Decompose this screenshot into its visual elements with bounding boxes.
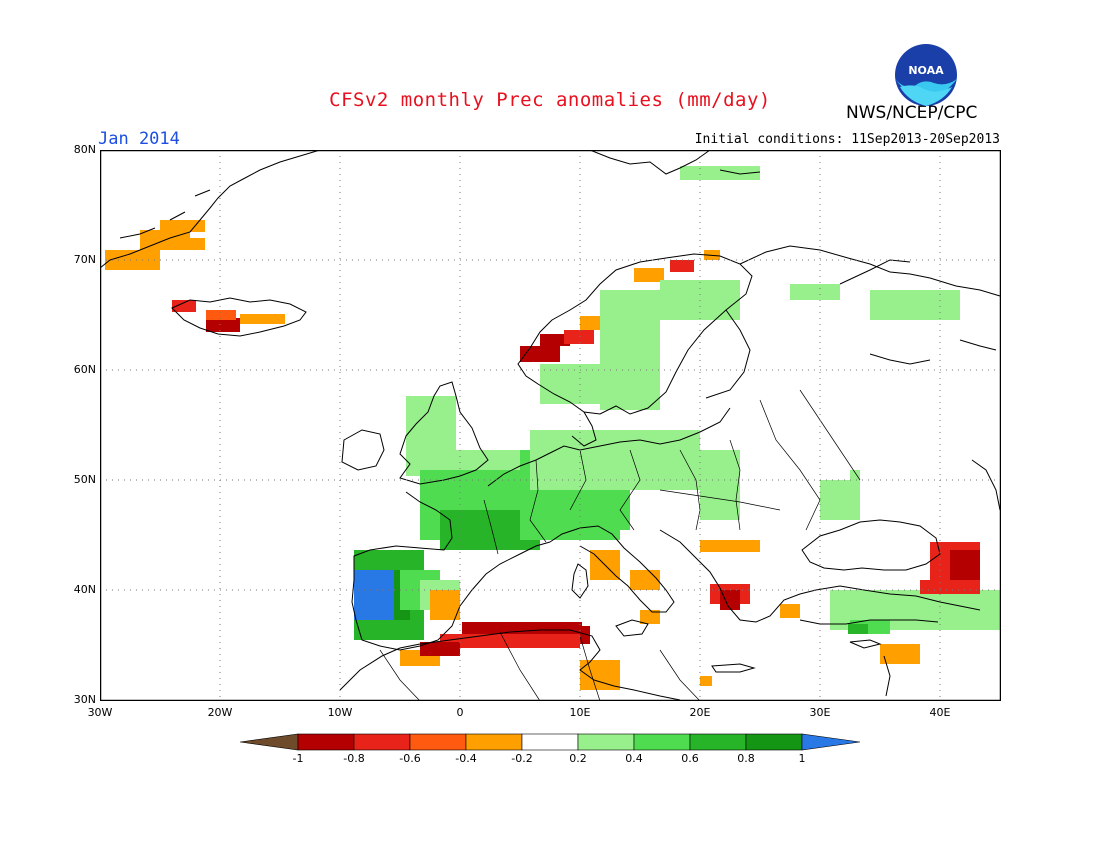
lon-label-10w: 10W — [327, 706, 353, 719]
anomaly-cell — [420, 642, 460, 656]
anomaly-cell — [540, 334, 570, 346]
anomaly-cell — [790, 284, 840, 300]
colorbar-swatch — [297, 733, 355, 751]
graticule — [100, 150, 1001, 701]
anomaly-cell — [850, 470, 860, 480]
anomaly-cell — [848, 624, 868, 634]
colorbar-label: -0.6 — [399, 752, 421, 765]
anomaly-cell — [680, 166, 760, 180]
lat-label-50n: 50N — [73, 473, 96, 486]
colorbar-arrow-low — [240, 733, 299, 751]
anomaly-cell — [880, 644, 920, 664]
initial-conditions-range: 11Sep2013-20Sep2013 — [851, 132, 1000, 147]
colorbar-swatch — [577, 733, 635, 751]
anomaly-cell — [440, 634, 580, 648]
anomaly-cell — [950, 550, 980, 580]
lat-label-30n: 30N — [73, 693, 96, 706]
colorbar-label: 0.6 — [681, 752, 699, 765]
agency-label: NWS/NCEP/CPC — [846, 103, 978, 123]
anomaly-cell — [640, 610, 660, 624]
lat-label-60n: 60N — [73, 363, 96, 376]
colorbar-label: 0.2 — [569, 752, 587, 765]
anomaly-cell — [160, 220, 205, 232]
anomaly-cell — [720, 590, 740, 610]
anomaly-shading — [105, 166, 1000, 690]
coastlines — [100, 150, 1001, 701]
initial-conditions-label: Initial conditions: — [694, 132, 844, 147]
colorbar-swatch — [465, 733, 523, 751]
lon-label-10e: 10E — [569, 706, 591, 719]
lon-label-30w: 30W — [87, 706, 113, 719]
lat-label-80n: 80N — [73, 143, 96, 156]
colorbar-swatch — [353, 733, 411, 751]
anomaly-cell — [870, 290, 960, 320]
anomaly-cell — [600, 290, 660, 410]
colorbar-arrow-high — [801, 733, 861, 751]
lon-label-40e: 40E — [929, 706, 951, 719]
anomaly-cell — [172, 300, 196, 312]
colorbar-swatch — [633, 733, 691, 751]
anomaly-cell — [206, 310, 236, 320]
noaa-logo: NOAA — [895, 44, 957, 106]
anomaly-cell — [206, 318, 240, 332]
anomaly-cell — [180, 238, 205, 250]
anomaly-cell — [520, 510, 620, 540]
noaa-logo-text: NOAA — [908, 64, 944, 77]
anomaly-cell — [406, 396, 456, 476]
lat-label-70n: 70N — [73, 253, 96, 266]
valid-month-label: Jan 2014 — [98, 129, 180, 149]
anomaly-cell — [462, 622, 582, 636]
anomaly-cell — [820, 480, 830, 510]
anomaly-cell — [920, 580, 980, 594]
colorbar-swatch — [409, 733, 467, 751]
anomaly-cell — [430, 590, 460, 620]
colorbar-label: -0.8 — [343, 752, 365, 765]
colorbar-label: 0.8 — [737, 752, 755, 765]
lon-label-20w: 20W — [207, 706, 233, 719]
anomaly-cell — [105, 250, 160, 270]
anomaly-cell — [730, 540, 760, 552]
lon-label-20e: 20E — [689, 706, 711, 719]
anomaly-map — [100, 150, 1001, 701]
colorbar-label: -1 — [292, 752, 304, 765]
colorbar-label: 1 — [798, 752, 806, 765]
anomaly-cell — [630, 570, 660, 590]
anomaly-cell — [780, 604, 800, 618]
anomaly-cell — [354, 570, 394, 620]
colorbar-swatch — [745, 733, 803, 751]
lat-label-40n: 40N — [73, 583, 96, 596]
lon-label-0: 0 — [456, 706, 464, 719]
anomaly-cell — [580, 316, 600, 330]
map-title: CFSv2 monthly Prec anomalies (mm/day) — [329, 89, 771, 111]
anomaly-cell — [240, 314, 285, 324]
map-frame — [100, 150, 1001, 701]
colorbar-label: -0.2 — [511, 752, 533, 765]
anomaly-cell — [700, 676, 712, 686]
anomaly-cell — [700, 480, 740, 520]
initial-conditions: Initial conditions: 11Sep2013-20Sep2013 — [695, 132, 1000, 147]
anomaly-cell — [540, 364, 600, 404]
colorbar-label: -0.4 — [455, 752, 477, 765]
colorbar-swatch — [689, 733, 747, 751]
anomaly-cell — [670, 260, 694, 272]
colorbar-swatch — [521, 733, 579, 751]
anomaly-cell — [580, 626, 590, 644]
lon-label-30e: 30E — [809, 706, 831, 719]
anomaly-cell — [564, 330, 594, 344]
anomaly-cell — [520, 346, 560, 362]
anomaly-cell — [634, 268, 664, 282]
colorbar-label: 0.4 — [625, 752, 643, 765]
colorbar — [240, 733, 861, 751]
